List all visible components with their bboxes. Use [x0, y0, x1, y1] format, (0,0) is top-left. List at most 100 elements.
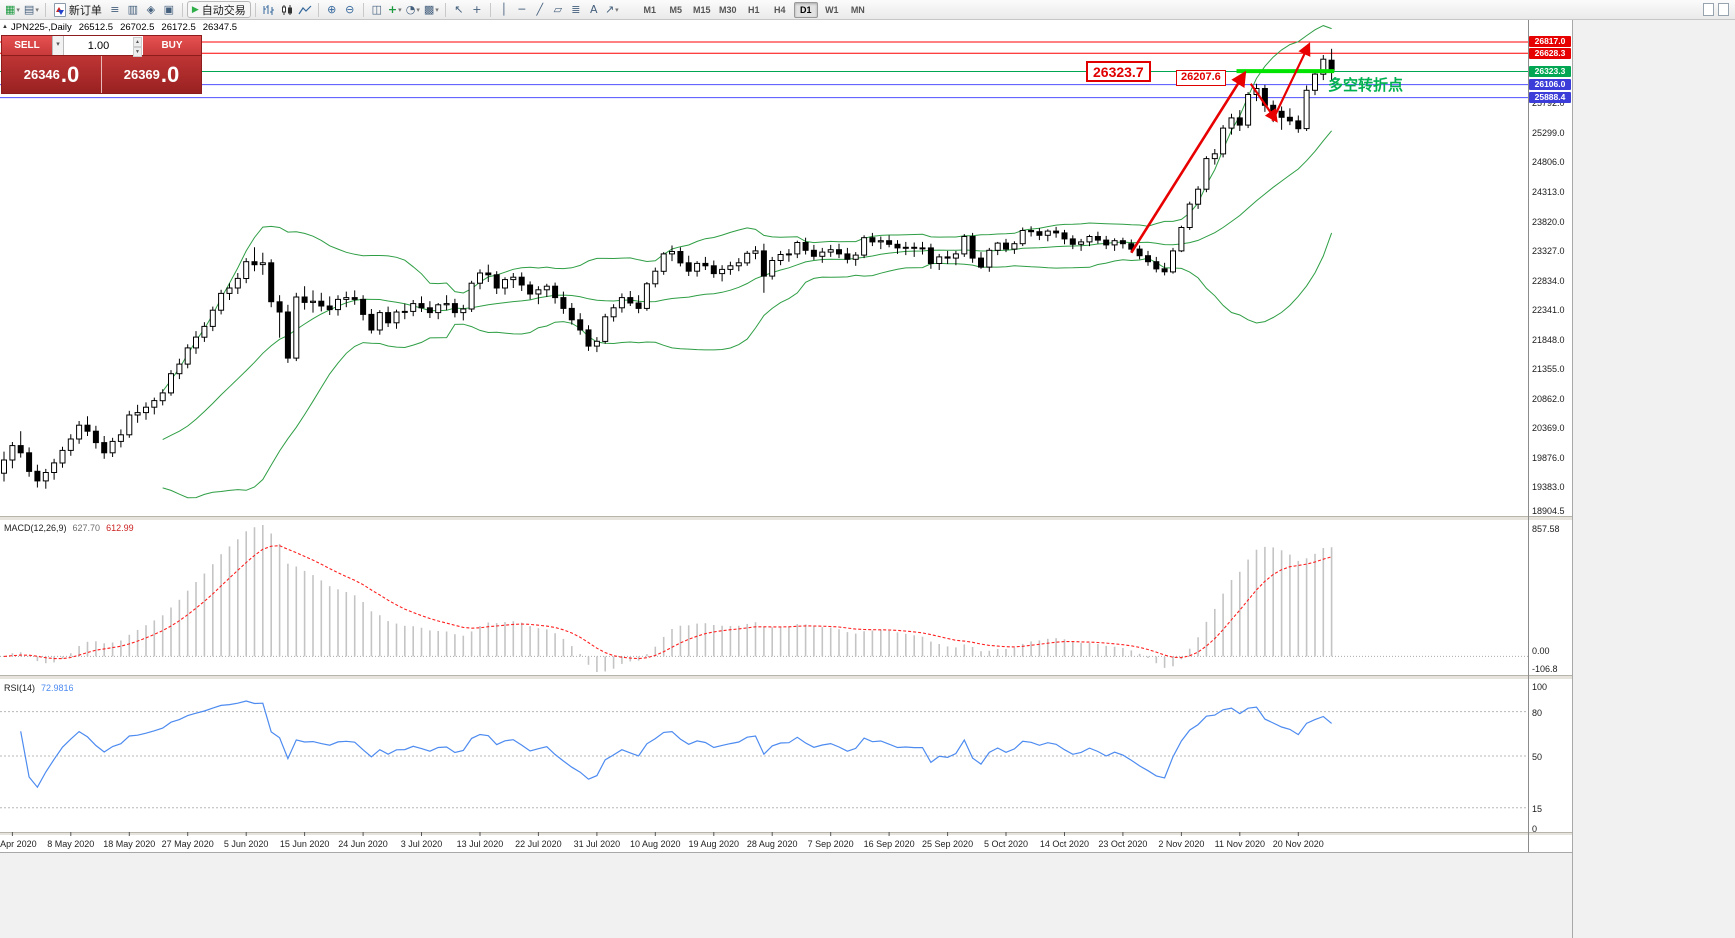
macd-label: MACD(12,26,9) 627.70 612.99	[4, 523, 134, 533]
cursor-button[interactable]: ↖	[450, 1, 468, 18]
text-tool-icon: A	[590, 3, 598, 16]
tile-windows-icon: ◫	[371, 3, 382, 16]
buy-price-dec: .0	[160, 61, 180, 87]
add-indicator-icon: +	[387, 3, 398, 16]
one-click-trading-widget: SELL ▾ ▲ ▼ BUY 26346 .0 26369 .0	[1, 35, 202, 94]
window-right-area	[1572, 20, 1735, 938]
chevron-down-icon: ▾	[16, 5, 20, 14]
panel-separator[interactable]	[0, 832, 1572, 836]
autotrading-label: 自动交易	[201, 3, 246, 17]
templates-button[interactable]: ▩ ▾	[422, 1, 441, 18]
sell-price-display[interactable]: 26346 .0	[2, 56, 102, 93]
timeframe-button-mn[interactable]: MN	[850, 4, 865, 15]
crosshair-button[interactable]: +	[468, 1, 486, 18]
chevron-down-icon: ▾	[35, 5, 39, 14]
macd-signal-value: 612.99	[106, 523, 134, 533]
panel-separator[interactable]	[0, 516, 1572, 521]
timeframe-button-m5[interactable]: M5	[669, 4, 683, 15]
new-order-button[interactable]: 新订单	[50, 1, 106, 18]
timeframe-button-d1[interactable]: D1	[793, 1, 818, 18]
toolbar-separator	[444, 2, 446, 17]
toolbar-separator	[254, 2, 256, 17]
macd-panel[interactable]	[0, 521, 1572, 675]
rsi-panel[interactable]	[0, 680, 1572, 832]
volume-up-button[interactable]: ▲	[133, 37, 142, 47]
zoom-in-icon: ⊕	[327, 3, 337, 16]
arrows-tool-button[interactable]: ↗ ▾	[603, 1, 621, 18]
data-window-button[interactable]: ▥	[124, 1, 142, 18]
timeframe-button-m30[interactable]: M30	[719, 4, 737, 15]
template-icon: ▩	[423, 3, 435, 16]
new-order-label: 新订单	[68, 3, 102, 17]
one-click-collapse-arrow[interactable]: ▲	[2, 24, 8, 30]
time-axis[interactable]	[0, 836, 1572, 852]
line-chart-icon	[298, 5, 312, 14]
periods-button[interactable]: ◔ ▾	[404, 1, 422, 18]
timeframe-button-m1[interactable]: M1	[643, 4, 657, 15]
new-chart-icon: ▦	[5, 3, 16, 16]
horizontal-line-icon: ─	[518, 3, 526, 16]
zoom-out-icon: ⊖	[345, 3, 355, 16]
play-icon: ▶	[191, 4, 199, 15]
volume-input[interactable]	[64, 36, 143, 56]
price-level-label-26323[interactable]: 26323.7	[1086, 60, 1151, 82]
window-icon[interactable]	[1718, 3, 1729, 16]
chevron-down-icon: ▾	[615, 5, 619, 14]
market-watch-icon: ≡	[110, 3, 120, 16]
chart-title: JPN225-,Daily 26512.5 26702.5 26172.5 26…	[11, 22, 237, 33]
turning-point-text[interactable]: 多空转折点	[1328, 77, 1404, 94]
autotrading-button[interactable]: ▶ 自动交易	[186, 1, 251, 18]
panel-separator[interactable]	[0, 675, 1572, 680]
window-bottom-area	[0, 852, 1572, 938]
timeframe-button-h1[interactable]: H1	[748, 4, 760, 15]
candlestick-chart-button[interactable]	[278, 1, 296, 18]
zoom-in-button[interactable]: ⊕	[323, 1, 341, 18]
volume-down-button[interactable]: ▼	[133, 47, 142, 57]
volume-field: ▲ ▼	[64, 36, 143, 57]
macd-name: MACD(12,26,9)	[4, 523, 67, 533]
timeframe-button-w1[interactable]: W1	[825, 4, 839, 15]
terminal-button[interactable]: ▣	[160, 1, 178, 18]
open-value: 26512.5	[78, 22, 114, 33]
data-window-icon: ▥	[127, 3, 139, 16]
sell-price-int: 26346	[23, 67, 60, 82]
zoom-out-button[interactable]: ⊖	[341, 1, 359, 18]
toolbar-separator	[181, 2, 183, 17]
vertical-line-button[interactable]: │	[495, 1, 513, 18]
timeframe-button-h4[interactable]: H4	[774, 4, 786, 15]
symbol-period-label: JPN225-,Daily	[11, 22, 72, 33]
price-scale-divider	[1528, 20, 1529, 852]
tile-windows-button[interactable]: ◫	[368, 1, 386, 18]
trendline-button[interactable]: ╱	[531, 1, 549, 18]
navigator-icon: ◈	[146, 3, 156, 16]
new-chart-button[interactable]: ▦ ▾	[3, 1, 22, 18]
timeframe-toolbar: M1 M5 M15 M30 H1 H4 D1 W1 MN	[637, 1, 871, 18]
fibonacci-icon: ≣	[571, 3, 581, 16]
close-value: 26347.5	[202, 22, 238, 33]
indicators-button[interactable]: + ▾	[386, 1, 404, 18]
arrows-tool-icon: ↗	[604, 3, 615, 16]
sell-button[interactable]: SELL	[2, 36, 52, 55]
volume-dropdown[interactable]: ▾	[52, 36, 64, 55]
line-chart-button[interactable]	[296, 1, 314, 18]
bar-chart-button[interactable]	[260, 1, 278, 18]
buy-price-display[interactable]: 26369 .0	[102, 56, 201, 93]
horizontal-line-button[interactable]: ─	[513, 1, 531, 18]
rsi-name: RSI(14)	[4, 683, 36, 693]
navigator-button[interactable]: ◈	[142, 1, 160, 18]
window-icon[interactable]	[1703, 3, 1714, 16]
text-tool-button[interactable]: A	[585, 1, 603, 18]
clock-icon: ◔	[405, 3, 416, 16]
profiles-button[interactable]: ▤ ▾	[22, 1, 41, 18]
price-level-label-26207[interactable]: 26207.6	[1176, 69, 1226, 86]
new-order-icon	[53, 2, 66, 17]
timeframe-button-m15[interactable]: M15	[693, 4, 711, 15]
buy-button[interactable]: BUY	[143, 36, 201, 55]
channel-button[interactable]: ▱	[549, 1, 567, 18]
fibonacci-button[interactable]: ≣	[567, 1, 585, 18]
market-watch-button[interactable]: ≡	[106, 1, 124, 18]
channel-icon: ▱	[553, 3, 563, 16]
high-value: 26702.5	[120, 22, 155, 33]
rsi-value: 72.9816	[41, 683, 74, 693]
cursor-icon: ↖	[454, 3, 464, 16]
